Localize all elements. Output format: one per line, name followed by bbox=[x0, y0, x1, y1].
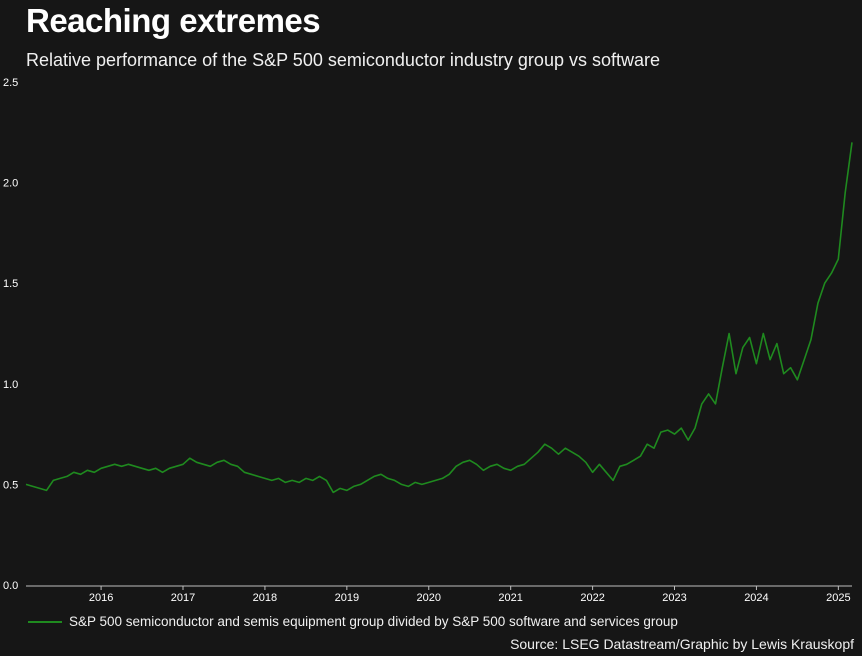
chart-title: Reaching extremes bbox=[26, 2, 321, 39]
chart-subtitle: Relative performance of the S&P 500 semi… bbox=[26, 50, 660, 70]
x-tick-label: 2023 bbox=[662, 592, 686, 604]
x-tick-label: 2018 bbox=[253, 592, 277, 604]
legend-swatch bbox=[28, 620, 62, 623]
x-tick-label: 2016 bbox=[89, 592, 113, 604]
x-tick-label: 2022 bbox=[580, 592, 604, 604]
x-axis: 2016 2017 2018 2019 2020 2021 2022 2023 2024 2025 bbox=[26, 585, 852, 604]
y-tick-label: 1.5 bbox=[3, 278, 18, 290]
x-tick-label: 2019 bbox=[335, 592, 359, 604]
x-tick-label: 2017 bbox=[171, 592, 195, 604]
y-tick-label: 1.0 bbox=[3, 379, 18, 391]
y-tick-label: 0.0 bbox=[3, 580, 18, 592]
y-tick-label: 2.5 bbox=[3, 77, 18, 89]
x-tick-label: 2024 bbox=[744, 592, 768, 604]
source-note: Source: LSEG Datastream/Graphic by Lewis… bbox=[510, 636, 854, 652]
legend-label: S&P 500 semiconductor and semis equipmen… bbox=[69, 614, 678, 629]
y-axis-ticks: 0.0 0.5 1.0 1.5 2.0 2.5 bbox=[3, 77, 18, 592]
y-tick-label: 0.5 bbox=[3, 479, 18, 491]
y-tick-label: 2.0 bbox=[3, 178, 18, 190]
series-line-0 bbox=[25, 142, 853, 494]
x-tick-label: 2020 bbox=[417, 592, 441, 604]
x-tick-label: 2025 bbox=[826, 592, 850, 604]
series-group bbox=[25, 142, 853, 494]
legend: S&P 500 semiconductor and semis equipmen… bbox=[28, 614, 678, 629]
x-tick-label: 2021 bbox=[498, 592, 522, 604]
